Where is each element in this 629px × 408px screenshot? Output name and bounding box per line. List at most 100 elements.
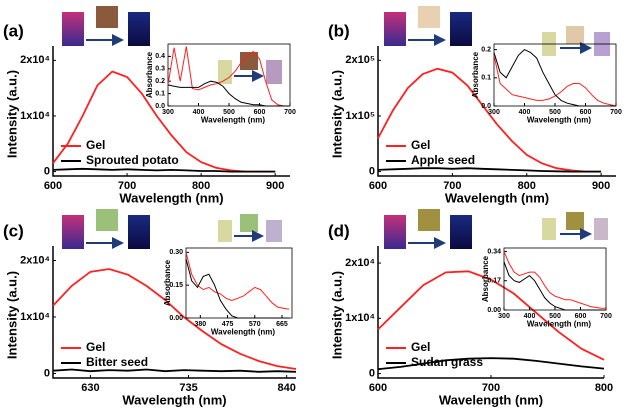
sample-photo: [240, 52, 258, 70]
x-tick-label: 700: [610, 109, 622, 116]
vial-photo: [450, 12, 472, 46]
x-tick-label: 500: [549, 109, 561, 116]
y-axis-label: Intensity (a.u.): [4, 271, 19, 359]
x-axis-label: Wavelength (nm): [527, 115, 591, 124]
x-tick-label: 700: [482, 382, 500, 394]
spectrum-line: [52, 368, 297, 373]
y-tick-label: 0.15: [169, 282, 183, 289]
spectrum-line: [503, 251, 606, 309]
y-axis-label: Absorbance: [145, 51, 154, 98]
legend-label: Gel: [411, 340, 430, 354]
spectrum-line: [167, 80, 290, 107]
y-tick-label: 0: [44, 367, 50, 379]
y-axis-label: Intensity (a.u.): [4, 70, 19, 158]
inset-frame: [503, 247, 607, 311]
vial-photo: [62, 12, 84, 46]
y-tick-label: 0: [369, 367, 375, 379]
x-tick-label: 665: [276, 321, 288, 328]
x-tick-label: 800: [595, 382, 613, 394]
y-axis-label: Absorbance: [163, 259, 172, 306]
vial-photo: [266, 60, 282, 84]
x-tick-label: 800: [518, 180, 536, 192]
legend-label: Apple seed: [411, 153, 475, 167]
vial-photo: [128, 12, 150, 46]
vial-photo: [62, 215, 84, 249]
panel-label: (c): [3, 221, 24, 240]
sample-photo: [96, 209, 118, 231]
x-tick-label: 400: [519, 109, 531, 116]
spectrum-line: [377, 357, 605, 371]
y-axis-label: Absorbance: [481, 255, 490, 302]
x-axis-label: Wavelength (nm): [445, 190, 549, 205]
sample-photo: [240, 214, 258, 232]
y-tick-label: 2x10⁴: [20, 254, 50, 266]
y-tick-label: 0.00: [169, 315, 183, 322]
x-tick-label: 500: [223, 109, 235, 116]
x-tick-label: 600: [254, 109, 266, 116]
x-tick-label: 630: [81, 382, 99, 394]
y-axis-label: Absorbance: [471, 51, 480, 98]
x-tick-label: 380: [194, 321, 206, 328]
x-axis-label: Wavelength (nm): [119, 190, 223, 205]
y-tick-label: 0: [369, 165, 375, 177]
vial-photo: [218, 220, 232, 242]
y-tick-label: 0.1: [155, 90, 165, 97]
spectrum-line: [52, 167, 276, 173]
x-tick-label: 600: [369, 382, 387, 394]
x-tick-label: 475: [222, 321, 234, 328]
y-tick-label: 0.0: [155, 103, 165, 110]
y-tick-label: 1x10⁴: [20, 311, 50, 323]
x-tick-label: 600: [44, 180, 62, 192]
y-tick-label: 0.2: [481, 46, 491, 53]
y-tick-label: 0.3: [155, 66, 165, 73]
x-tick-label: 800: [192, 180, 210, 192]
x-axis-label: Wavelength (nm): [211, 327, 275, 336]
vial-photo: [594, 218, 608, 240]
vial-photo: [542, 218, 556, 240]
x-tick-label: 300: [488, 109, 500, 116]
sample-photo: [418, 6, 440, 28]
y-tick-label: 0.00: [487, 307, 501, 314]
vial-photo: [266, 220, 282, 242]
vial-photo: [384, 215, 406, 249]
photos: [62, 6, 610, 249]
x-tick-label: 700: [284, 109, 296, 116]
spectrum-line: [493, 55, 617, 107]
legend-label: Gel: [411, 138, 430, 152]
sample-photo: [566, 212, 584, 230]
panel-label: (a): [3, 21, 24, 40]
y-tick-label: 2x10⁴: [345, 257, 375, 269]
legend-label: Gel: [86, 340, 105, 354]
x-axis-label: Wavelength (nm): [201, 115, 265, 124]
sample-photo: [96, 6, 118, 28]
y-tick-label: 0: [44, 165, 50, 177]
x-tick-label: 300: [162, 109, 174, 116]
spectrum-line: [52, 268, 297, 370]
spectrum-line: [377, 270, 605, 361]
x-axis-label: Wavelength (nm): [439, 392, 543, 407]
vial-photo: [450, 215, 472, 249]
sample-photo: [418, 209, 440, 231]
spectrum-line: [503, 261, 606, 311]
x-tick-label: 300: [498, 313, 510, 320]
spectrum-line: [377, 167, 602, 173]
legend-label: Sudan grass: [411, 355, 483, 369]
x-tick-label: 700: [118, 180, 136, 192]
y-tick-label: 0.1: [481, 75, 491, 82]
spectrum-line: [493, 49, 616, 107]
spectrum-line: [167, 46, 290, 107]
x-tick-label: 500: [549, 313, 561, 320]
spectrum-line: [185, 258, 290, 319]
x-tick-label: 400: [193, 109, 205, 116]
y-axis-label: Intensity (a.u.): [329, 271, 344, 359]
panel-label: (d): [328, 221, 350, 240]
panel-label: (b): [328, 21, 350, 40]
spectrum-line: [377, 67, 602, 173]
y-tick-label: 0.0: [481, 103, 491, 110]
x-axis-label: Wavelength (nm): [122, 392, 226, 407]
y-axis-label: Intensity (a.u.): [329, 70, 344, 158]
vial-photo: [384, 12, 406, 46]
y-tick-label: 1x10⁴: [20, 110, 50, 122]
legend-label: Gel: [86, 138, 105, 152]
